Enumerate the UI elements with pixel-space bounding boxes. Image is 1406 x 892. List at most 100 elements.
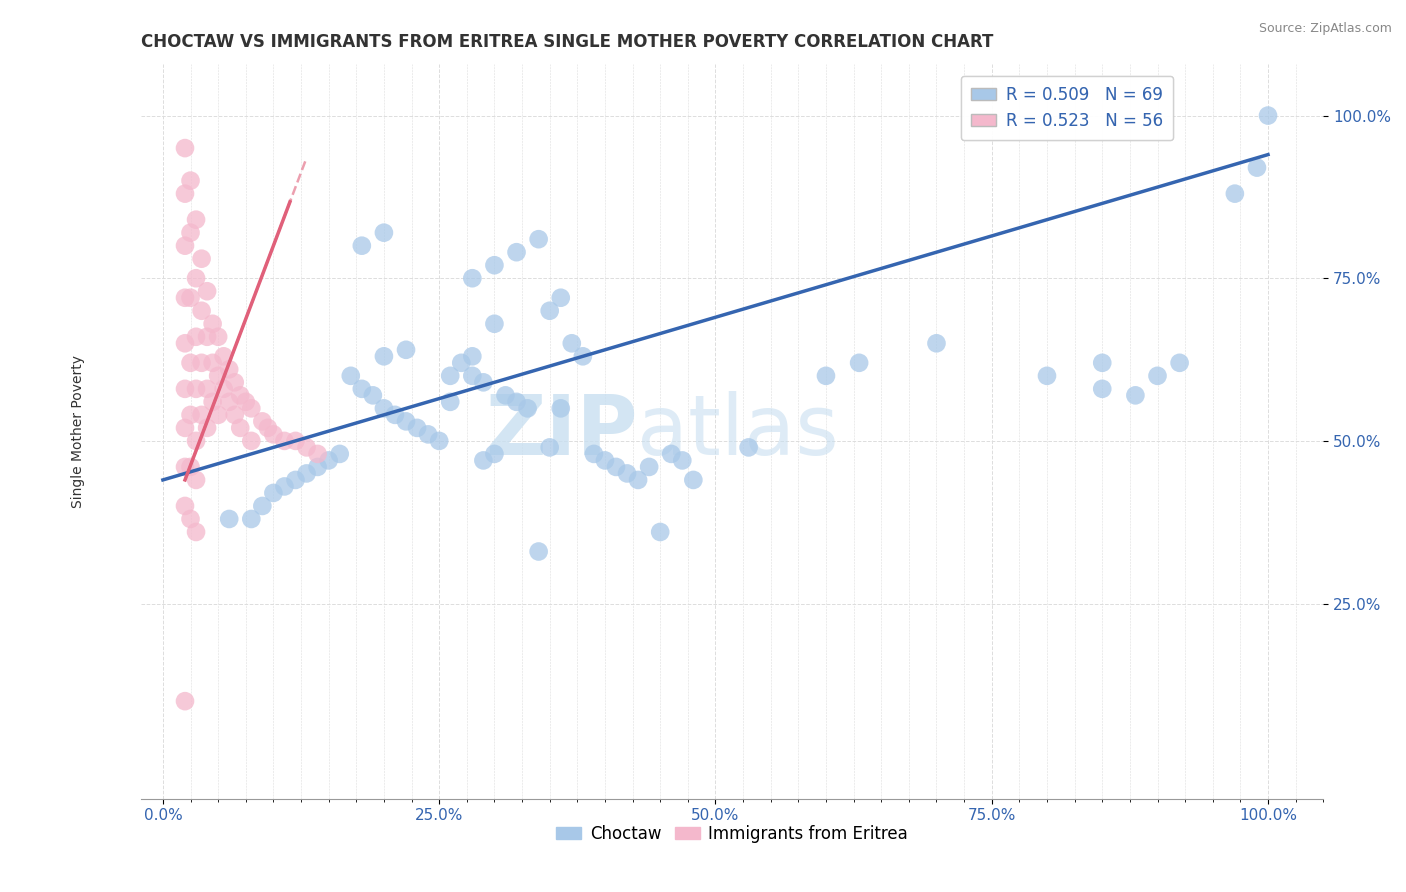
- Point: [925, 336, 948, 351]
- Point: [262, 486, 284, 500]
- Point: [439, 368, 461, 383]
- Point: [572, 349, 595, 363]
- Point: [229, 421, 252, 435]
- Point: [190, 408, 212, 422]
- Point: [616, 467, 638, 481]
- Point: [593, 453, 616, 467]
- Point: [627, 473, 650, 487]
- Point: [439, 395, 461, 409]
- Point: [659, 447, 682, 461]
- Point: [224, 376, 246, 390]
- Point: [212, 382, 235, 396]
- Point: [339, 368, 361, 383]
- Point: [550, 291, 572, 305]
- Point: [848, 356, 870, 370]
- Point: [527, 544, 550, 558]
- Point: [218, 395, 240, 409]
- Point: [1091, 356, 1114, 370]
- Point: [605, 459, 627, 474]
- Y-axis label: Single Mother Poverty: Single Mother Poverty: [72, 355, 86, 508]
- Point: [184, 330, 207, 344]
- Point: [350, 238, 373, 252]
- Point: [201, 356, 224, 370]
- Point: [180, 459, 202, 474]
- Point: [180, 408, 202, 422]
- Point: [174, 291, 197, 305]
- Point: [174, 141, 197, 155]
- Point: [284, 473, 307, 487]
- Point: [295, 467, 318, 481]
- Text: Source: ZipAtlas.com: Source: ZipAtlas.com: [1258, 22, 1392, 36]
- Point: [190, 356, 212, 370]
- Point: [1257, 109, 1279, 123]
- Point: [184, 271, 207, 285]
- Text: atlas: atlas: [637, 391, 839, 472]
- Point: [516, 401, 538, 416]
- Point: [174, 186, 197, 201]
- Point: [307, 459, 329, 474]
- Point: [561, 336, 583, 351]
- Point: [538, 441, 561, 455]
- Point: [201, 395, 224, 409]
- Point: [252, 414, 274, 428]
- Point: [195, 285, 218, 299]
- Point: [212, 349, 235, 363]
- Point: [180, 173, 202, 187]
- Point: [174, 382, 197, 396]
- Text: ZIP: ZIP: [485, 391, 637, 472]
- Point: [224, 408, 246, 422]
- Point: [671, 453, 693, 467]
- Point: [484, 447, 506, 461]
- Point: [240, 512, 263, 526]
- Point: [814, 368, 837, 383]
- Point: [582, 447, 605, 461]
- Point: [184, 212, 207, 227]
- Point: [273, 479, 295, 493]
- Point: [180, 226, 202, 240]
- Point: [273, 434, 295, 448]
- Point: [418, 427, 440, 442]
- Point: [395, 414, 418, 428]
- Point: [395, 343, 418, 357]
- Point: [373, 401, 395, 416]
- Point: [307, 447, 329, 461]
- Point: [174, 694, 197, 708]
- Point: [427, 434, 450, 448]
- Point: [484, 258, 506, 272]
- Point: [257, 421, 280, 435]
- Point: [180, 512, 202, 526]
- Point: [218, 362, 240, 376]
- Point: [240, 401, 263, 416]
- Point: [505, 395, 527, 409]
- Point: [174, 421, 197, 435]
- Point: [361, 388, 384, 402]
- Point: [484, 317, 506, 331]
- Point: [461, 271, 484, 285]
- Point: [184, 382, 207, 396]
- Point: [174, 459, 197, 474]
- Point: [527, 232, 550, 246]
- Point: [1168, 356, 1191, 370]
- Point: [472, 376, 495, 390]
- Point: [1036, 368, 1059, 383]
- Point: [229, 388, 252, 402]
- Point: [1146, 368, 1168, 383]
- Point: [461, 368, 484, 383]
- Point: [1091, 382, 1114, 396]
- Point: [550, 401, 572, 416]
- Point: [538, 303, 561, 318]
- Point: [295, 441, 318, 455]
- Point: [235, 395, 257, 409]
- Point: [174, 238, 197, 252]
- Point: [450, 356, 472, 370]
- Point: [201, 317, 224, 331]
- Point: [650, 524, 672, 539]
- Point: [373, 226, 395, 240]
- Point: [252, 499, 274, 513]
- Point: [329, 447, 352, 461]
- Point: [1223, 186, 1246, 201]
- Point: [638, 459, 661, 474]
- Point: [180, 356, 202, 370]
- Point: [406, 421, 429, 435]
- Point: [174, 499, 197, 513]
